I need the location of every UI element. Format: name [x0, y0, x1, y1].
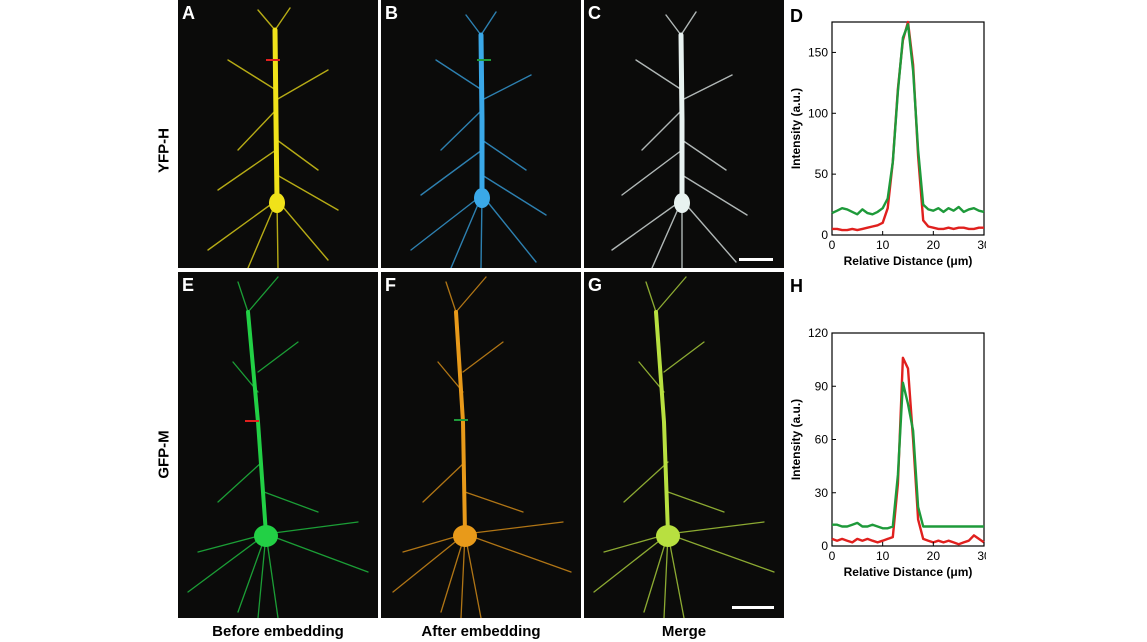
neuron-image-c	[611, 11, 748, 268]
scale-bar	[732, 606, 774, 609]
neuron-image-e	[187, 276, 369, 618]
intensity-profile-chart-d: 0 10 20 30 0 50 100 150 Relative Distance (μm) In…	[789, 20, 986, 268]
series-line-green	[831, 23, 985, 216]
y-tick-label: 150	[808, 45, 828, 59]
y-axis-label: Intensity (a.u.)	[789, 399, 803, 480]
series-line-red	[832, 20, 984, 232]
panel-b: B	[381, 0, 581, 268]
x-tick-label: 0	[829, 238, 836, 252]
x-axis-label: Relative Distance (μm)	[844, 565, 973, 579]
scale-bar	[739, 258, 773, 261]
plot-frame	[831, 332, 985, 547]
neuron-image-g	[593, 276, 775, 618]
column-label-merge: Merge	[661, 623, 707, 640]
panel-g: G	[584, 272, 784, 618]
neuron-image-b	[410, 11, 547, 268]
column-label-before: Before embedding	[212, 623, 344, 640]
y-tick-label: 60	[815, 433, 829, 447]
x-tick-label: 30	[977, 238, 986, 252]
panel-label-c: C	[588, 3, 601, 23]
row-label-gfp: GFP-M	[155, 430, 173, 479]
panel-f: F	[381, 272, 581, 618]
plot-frame	[831, 21, 985, 236]
y-tick-label: 100	[808, 106, 828, 120]
panel-label-b: B	[385, 3, 398, 23]
panel-label-g: G	[588, 275, 603, 295]
neuron-image-a	[207, 7, 339, 268]
panel-c: C	[584, 0, 784, 268]
x-tick-label: 30	[977, 549, 986, 563]
panel-label-a: A	[182, 3, 195, 23]
y-tick-label: 30	[815, 486, 829, 500]
panel-e: E	[178, 272, 378, 618]
panel-label-d: D	[790, 6, 803, 26]
panel-label-f: F	[385, 275, 396, 295]
x-tick-label: 10	[876, 549, 890, 563]
y-tick-label: 0	[821, 228, 828, 242]
panel-label-h: H	[790, 276, 803, 296]
row-label-yfp: YFP-H	[155, 128, 173, 173]
y-tick-label: 50	[815, 167, 829, 181]
x-tick-label: 20	[927, 238, 941, 252]
x-tick-label: 20	[927, 549, 941, 563]
series-line-green	[832, 381, 984, 530]
y-axis-label: Intensity (a.u.)	[789, 88, 803, 169]
y-tick-label: 120	[808, 326, 828, 340]
x-tick-label: 10	[876, 238, 890, 252]
y-tick-label: 90	[815, 379, 829, 393]
x-axis-label: Relative Distance (μm)	[844, 254, 973, 268]
x-tick-label: 0	[829, 549, 836, 563]
column-label-after: After embedding	[421, 623, 541, 640]
series-line-red	[831, 356, 985, 546]
panel-label-e: E	[182, 275, 195, 295]
panel-a: A	[178, 0, 378, 268]
intensity-profile-chart-h: 0 10 20 30 0 30 60 90 120 Relative Distance (μm) I…	[789, 326, 986, 579]
y-tick-label: 0	[821, 539, 828, 553]
neuron-image-f	[392, 276, 572, 618]
